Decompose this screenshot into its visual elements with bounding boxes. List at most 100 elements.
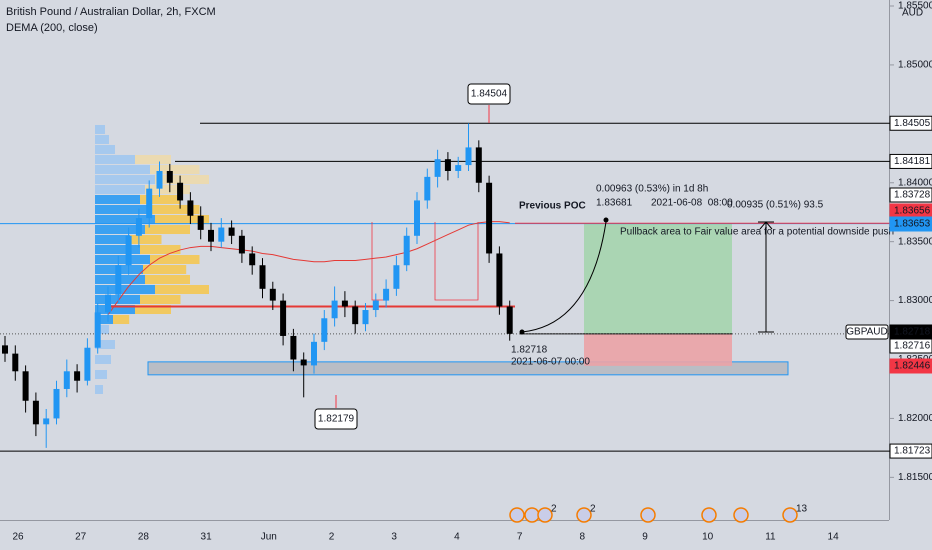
y-tick-label: 1.83000 [898, 295, 932, 306]
candle-body [259, 265, 266, 289]
candle-body [177, 182, 184, 201]
x-tick-label: 9 [642, 532, 648, 543]
candle-body [434, 159, 441, 177]
volume-profile-row [143, 265, 187, 274]
volume-profile-row [140, 195, 181, 204]
volume-profile-row [95, 135, 109, 144]
candle-body [393, 265, 400, 289]
price-label: 1.83656 [894, 206, 931, 217]
volume-profile-row [95, 340, 115, 349]
price-label-box [889, 216, 932, 232]
y-tick-label: 1.85000 [898, 60, 932, 71]
price-label-box [889, 338, 932, 354]
volume-profile-row [95, 225, 145, 234]
event-icon [537, 507, 553, 523]
candle-body [115, 265, 122, 295]
candle-body [156, 170, 163, 189]
price-label: 1.82446 [894, 361, 931, 372]
price-label: 1.84181 [894, 156, 931, 167]
candle-body [125, 235, 132, 266]
candle-body [22, 371, 29, 401]
volume-profile-row [95, 195, 140, 204]
callout-box [314, 408, 358, 430]
price-label: 1.82718 [894, 327, 931, 338]
price-label: 1.81723 [894, 446, 931, 457]
profit-zone [584, 223, 732, 334]
candle-body [486, 182, 493, 254]
projection-curve [521, 221, 607, 333]
candle-body [32, 400, 39, 425]
currency-label: AUD [902, 8, 923, 19]
candle-body [311, 341, 317, 366]
x-tick-label: 4 [454, 532, 460, 543]
event-icon [733, 507, 749, 523]
symbol-tag: GBPAUD [846, 327, 888, 338]
note-label: Pullback area to Fair value area for a p… [620, 227, 894, 238]
pattern-outline [371, 222, 479, 301]
candle-body [424, 176, 431, 201]
event-badge: 2 [590, 504, 596, 515]
event-badge: 13 [796, 504, 808, 515]
entry-price: 1.82718 [511, 345, 548, 356]
candle-body [238, 235, 245, 254]
candle-body [135, 218, 142, 236]
volume-profile-row [95, 245, 140, 254]
volume-profile-row [145, 185, 190, 194]
y-tick-label: 1.83500 [898, 236, 932, 247]
range-label: 0.00935 (0.51%) 93.5 [727, 200, 824, 211]
candle-body [372, 300, 379, 311]
volume-profile-row [95, 285, 155, 294]
event-badge: 2 [551, 504, 557, 515]
event-icon [701, 507, 717, 523]
price-label: 1.84505 [894, 118, 931, 129]
volume-profile-row [95, 175, 155, 184]
volume-profile-row [150, 165, 200, 174]
volume-profile-row [95, 205, 150, 214]
x-tick-label: 7 [517, 532, 523, 543]
candle-body [269, 288, 276, 301]
volume-profile-row [95, 235, 130, 244]
volume-profile-row [95, 165, 150, 174]
callout-box [467, 83, 511, 105]
volume-profile-row [155, 215, 209, 224]
event-icon [576, 507, 592, 523]
symbol-tag-box [845, 324, 889, 340]
indicator-label: DEMA (200, close) [6, 22, 98, 34]
candle-body [94, 312, 101, 348]
volume-profile-row [95, 355, 111, 364]
candle-body [74, 371, 81, 381]
price-label: 1.83728 [894, 190, 931, 201]
price-label-box [889, 358, 932, 374]
volume-profile-row [150, 205, 200, 214]
candle-body [2, 345, 8, 354]
candle-body [228, 227, 235, 236]
candle-body [146, 188, 153, 219]
x-tick-label: 31 [201, 532, 213, 543]
candle-body [208, 229, 214, 242]
volume-profile-row [135, 155, 171, 164]
candle-body [43, 418, 50, 425]
candle-body [187, 200, 194, 216]
volume-profile-row [135, 305, 171, 314]
projection-price: 1.83681 [596, 198, 633, 209]
volume-profile-row [95, 370, 107, 379]
x-tick-label: 8 [580, 532, 586, 543]
candle-body [249, 253, 256, 266]
measure-arrow [758, 221, 774, 333]
candle-body [444, 159, 451, 171]
y-tick-label: 1.85500 [898, 1, 932, 12]
candle-body [465, 147, 472, 166]
dema-line [107, 221, 510, 316]
loss-zone [584, 333, 732, 366]
projection-label: 0.00963 (0.53%) in 1d 8h [596, 184, 708, 195]
x-tick-label: 14 [828, 532, 840, 543]
price-label-box [889, 153, 932, 169]
x-tick-label: 10 [702, 532, 714, 543]
candle-body [63, 371, 70, 389]
candle-body [218, 227, 225, 242]
candle-body [455, 165, 462, 171]
candle-body [12, 353, 19, 372]
candle-body [352, 306, 359, 325]
volume-profile-row [95, 315, 113, 324]
